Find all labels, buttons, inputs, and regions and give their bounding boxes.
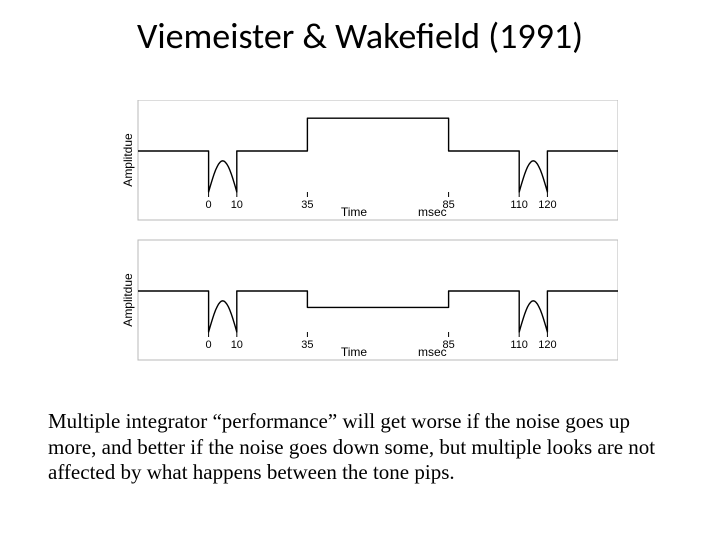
x-tick-label: 120 bbox=[538, 339, 556, 351]
page-title: Viemeister & Wakefield (1991) bbox=[0, 14, 720, 58]
waveform-figure: 0103585110120TimemsecAmplitdue0103585110… bbox=[120, 100, 618, 364]
figure: 0103585110120TimemsecAmplitdue0103585110… bbox=[120, 100, 620, 364]
x-tick-label: 35 bbox=[301, 199, 313, 211]
caption-text: Multiple integrator “performance” will g… bbox=[48, 409, 672, 486]
x-tick-label: 0 bbox=[206, 339, 212, 351]
x-tick-label: 10 bbox=[231, 339, 243, 351]
x-tick-label: 120 bbox=[538, 199, 556, 211]
x-axis-label-time: Time bbox=[341, 205, 368, 219]
x-tick-label: 110 bbox=[510, 199, 528, 211]
y-axis-label: Amplitdue bbox=[121, 273, 135, 327]
x-tick-label: 35 bbox=[301, 339, 313, 351]
y-axis-label: Amplitdue bbox=[121, 133, 135, 187]
panel-top-waveform bbox=[138, 118, 618, 192]
x-tick-label: 10 bbox=[231, 199, 243, 211]
x-tick-label: 0 bbox=[206, 199, 212, 211]
x-tick-label: 110 bbox=[510, 339, 528, 351]
x-axis-label-unit: msec bbox=[418, 205, 447, 219]
x-axis-label-time: Time bbox=[341, 345, 368, 359]
x-axis-label-unit: msec bbox=[418, 345, 447, 359]
panel-bottom-waveform bbox=[138, 291, 618, 332]
